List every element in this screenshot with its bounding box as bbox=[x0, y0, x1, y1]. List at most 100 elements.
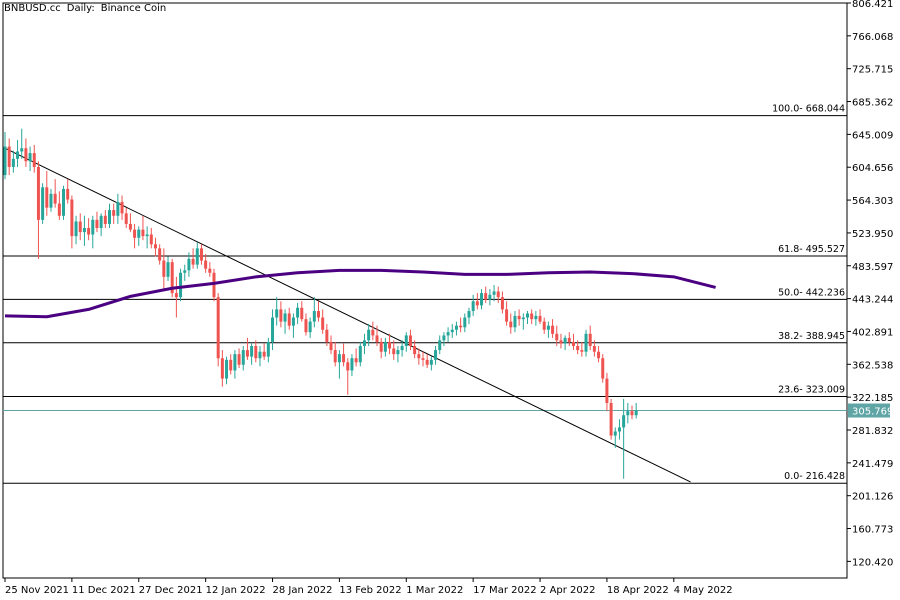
candle-bear bbox=[103, 215, 107, 224]
candle-bull bbox=[116, 201, 120, 216]
candle-bull bbox=[337, 354, 341, 363]
candle-bear bbox=[229, 359, 233, 371]
candle-bull bbox=[312, 311, 316, 322]
y-tick-label: 241.479 bbox=[852, 459, 893, 470]
candle-bull bbox=[546, 325, 550, 330]
candle-bull bbox=[308, 321, 312, 333]
y-tick-label: 160.773 bbox=[852, 525, 893, 536]
candle-bear bbox=[530, 313, 534, 320]
candle-bear bbox=[475, 301, 479, 306]
candle-bear bbox=[630, 411, 634, 416]
y-tick-label: 362.538 bbox=[852, 360, 893, 371]
x-tick-label: 17 Mar 2022 bbox=[473, 585, 536, 596]
candle-bear bbox=[36, 166, 40, 220]
candle-bull bbox=[400, 346, 404, 351]
candle-bear bbox=[413, 346, 417, 355]
candle-bear bbox=[158, 248, 162, 261]
candle-bear bbox=[555, 333, 559, 341]
candle-bull bbox=[271, 317, 275, 342]
candle-bull bbox=[296, 307, 300, 318]
x-tick-label: 1 Mar 2022 bbox=[406, 585, 463, 596]
candle-bear bbox=[588, 333, 592, 347]
candle-bull bbox=[195, 248, 199, 265]
candle-bear bbox=[32, 153, 36, 167]
candle-bull bbox=[492, 291, 496, 295]
candle-bear bbox=[592, 346, 596, 352]
y-tick-label: 483.597 bbox=[852, 262, 893, 273]
candle-bull bbox=[534, 315, 538, 320]
candle-bear bbox=[559, 340, 563, 344]
candle-bear bbox=[496, 291, 500, 298]
y-tick-label: 645.009 bbox=[852, 130, 893, 141]
candle-bear bbox=[24, 148, 28, 162]
candle-bear bbox=[421, 358, 425, 360]
candle-bear bbox=[191, 258, 195, 265]
moving-average-line bbox=[4, 268, 716, 319]
plot-frame bbox=[2, 2, 848, 579]
candle-bear bbox=[220, 358, 224, 379]
x-tick-label: 27 Dec 2021 bbox=[139, 585, 203, 596]
candle-bear bbox=[379, 341, 383, 352]
candle-bear bbox=[95, 219, 99, 228]
fib-level-label: 38.2- 388.945 bbox=[778, 331, 845, 342]
y-tick-label: 604.656 bbox=[852, 163, 893, 174]
candle-bear bbox=[212, 272, 216, 298]
candle-bear bbox=[66, 188, 70, 200]
candle-bull bbox=[258, 351, 262, 359]
candle-bull bbox=[429, 359, 433, 365]
candle-bull bbox=[521, 317, 525, 320]
candle-bull bbox=[187, 258, 191, 271]
candle-bear bbox=[149, 234, 153, 245]
candle-bull bbox=[563, 337, 567, 344]
y-tick-label: 201.126 bbox=[852, 492, 893, 503]
candle-bull bbox=[49, 193, 53, 208]
trendline[interactable] bbox=[4, 147, 691, 483]
y-tick-label: 281.832 bbox=[852, 426, 893, 437]
y-tick-label: 402.891 bbox=[852, 327, 893, 338]
candle-bear bbox=[605, 378, 609, 403]
candle-bull bbox=[91, 219, 95, 235]
timeframe-label: Daily: bbox=[66, 3, 95, 14]
candle-bear bbox=[346, 362, 350, 371]
candle-bear bbox=[112, 210, 116, 216]
y-tick-label: 685.362 bbox=[852, 98, 893, 109]
candle-bear bbox=[601, 358, 605, 379]
candle-bull bbox=[137, 229, 141, 238]
candle-bear bbox=[375, 335, 379, 342]
x-tick-label: 12 Jan 2022 bbox=[206, 585, 266, 596]
y-tick-label: 766.068 bbox=[852, 32, 893, 43]
candle-bull bbox=[145, 234, 149, 237]
candle-bull bbox=[488, 294, 492, 300]
candle-bear bbox=[53, 193, 57, 204]
symbol-label: BNBUSD.cc bbox=[4, 3, 61, 14]
candle-bear bbox=[509, 321, 513, 328]
candle-bear bbox=[120, 201, 124, 214]
candle-bear bbox=[237, 354, 241, 365]
candle-bull bbox=[526, 313, 529, 318]
candle-bear bbox=[208, 268, 212, 273]
candle-bear bbox=[170, 262, 174, 294]
candle-bear bbox=[571, 341, 575, 347]
candle-bull bbox=[291, 317, 295, 326]
candle-bull bbox=[283, 313, 287, 322]
candle-bear bbox=[57, 203, 61, 216]
candle-bull bbox=[28, 153, 32, 162]
y-tick-label: 443.244 bbox=[852, 295, 893, 306]
x-tick-label: 2 Apr 2022 bbox=[540, 585, 595, 596]
x-tick-label: 28 Jan 2022 bbox=[273, 585, 333, 596]
candle-bull bbox=[179, 272, 183, 298]
chart-title: BNBUSD.cc Daily: Binance Coin bbox=[4, 3, 172, 14]
candle-bull bbox=[622, 415, 626, 428]
y-tick-label: 564.303 bbox=[852, 196, 893, 207]
candle-bear bbox=[408, 335, 412, 347]
candle-bull bbox=[3, 146, 7, 176]
fib-level-label: 61.8- 495.527 bbox=[778, 244, 845, 255]
candle-bear bbox=[580, 350, 584, 352]
candle-bull bbox=[442, 335, 446, 341]
candle-bear bbox=[304, 319, 308, 333]
candle-bear bbox=[484, 293, 488, 300]
x-tick-label: 13 Feb 2022 bbox=[339, 585, 401, 596]
candle-bear bbox=[254, 346, 258, 359]
candle-bear bbox=[45, 187, 49, 208]
